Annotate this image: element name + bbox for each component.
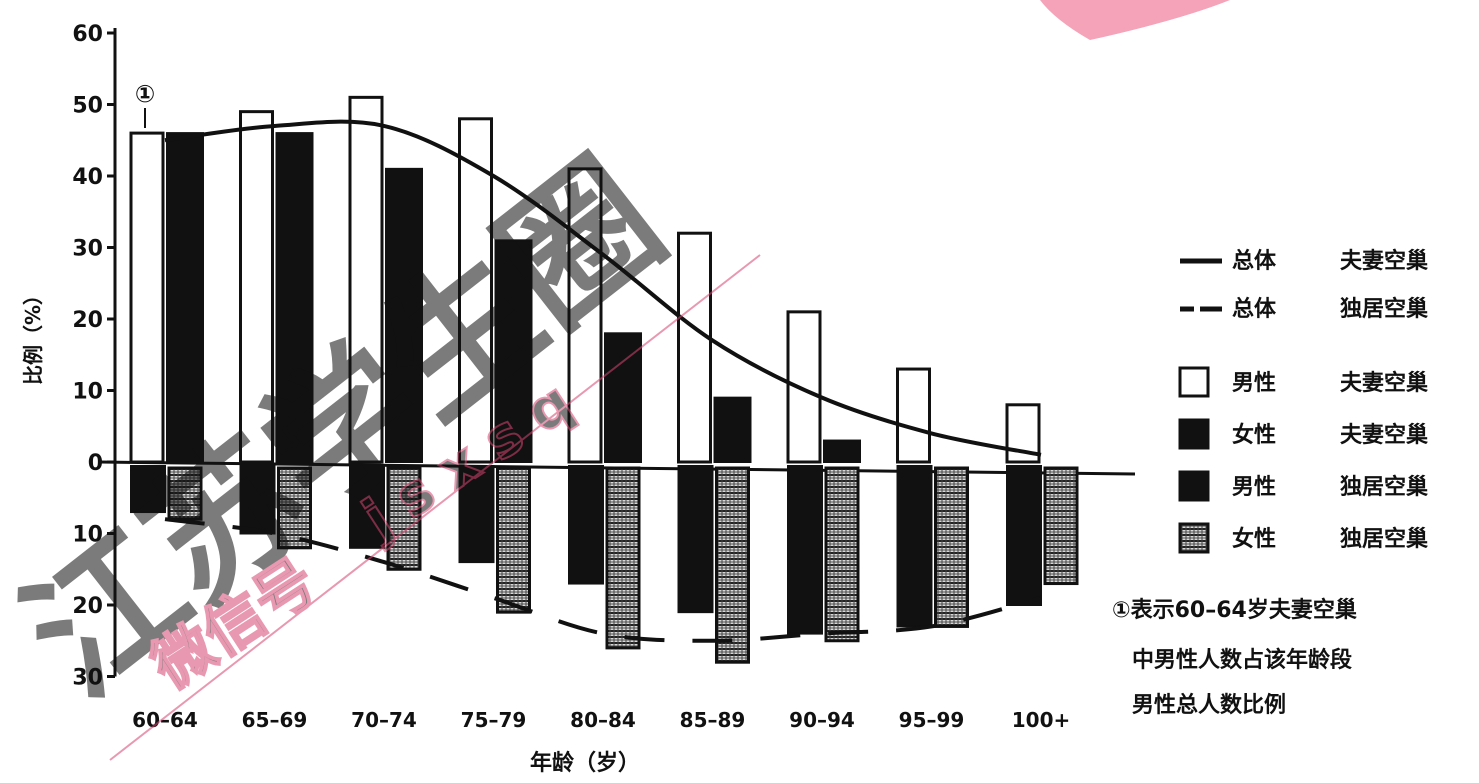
bar-female-alone	[1043, 466, 1079, 586]
legend-series-label: 独居空巢	[1340, 526, 1428, 552]
annotation-marker: ①	[135, 80, 155, 108]
line-total-couple	[164, 119, 1042, 457]
bar-female-couple	[713, 396, 752, 463]
x-tick-label: 65–69	[242, 708, 308, 732]
y-axis-title: 比例（%）	[21, 285, 45, 385]
bar-male-alone	[787, 465, 823, 635]
bar-male-couple	[458, 117, 493, 464]
bar-female-alone	[824, 466, 860, 643]
y-tick-label: 50	[72, 94, 103, 119]
legend-group-label: 女性	[1232, 526, 1276, 552]
y-tick-label: 30	[72, 666, 103, 691]
y-tick-label: 10	[72, 523, 103, 548]
legend-series-label: 夫妻空巢	[1340, 248, 1428, 274]
y-tick-label: 20	[72, 308, 103, 333]
bar-female-couple	[823, 439, 861, 463]
tick-labels: 60 50 40 30 20 10 0 10 20 30 60–64 65–69 70–74 75–79 8…	[72, 22, 1070, 732]
bar-female-couple	[385, 167, 423, 463]
bar-male-alone	[896, 465, 933, 628]
y-tick-label: 20	[72, 594, 103, 619]
x-axis-title: 年龄（岁）	[530, 750, 640, 776]
legend-group-label: 女性	[1232, 422, 1276, 448]
x-tick-label: 100+	[1012, 708, 1071, 732]
bar-male-couple	[348, 95, 384, 464]
bar-female-alone	[715, 466, 750, 664]
legend-series-label: 独居空巢	[1340, 474, 1428, 500]
bar-female-couple	[604, 332, 642, 463]
legend-symbol-box	[1178, 522, 1210, 554]
bar-female-couple	[275, 132, 314, 463]
bar-male-alone	[568, 465, 604, 585]
annotation-line-1: ①表示60–64岁夫妻空巢	[1112, 597, 1357, 623]
y-tick-label: 30	[72, 237, 103, 262]
y-tick-label: 10	[72, 380, 103, 405]
y-tick-label: 40	[72, 165, 103, 190]
legend-group-label: 总体	[1232, 296, 1277, 322]
legend-group-label: 总体	[1232, 248, 1277, 274]
bar-male-couple	[896, 367, 931, 464]
bar-female-couple	[494, 239, 533, 463]
y-tick-label: 60	[72, 22, 103, 47]
x-tick-label: 95–99	[899, 708, 965, 732]
x-tick-label: 90–94	[789, 708, 855, 732]
annotation-line-2: 中男性人数占该年龄段	[1132, 647, 1352, 673]
bar-male-couple	[677, 231, 712, 464]
series-lines	[164, 119, 1042, 643]
annotation-note: ①表示60–64岁夫妻空巢 中男性人数占该年龄段 男性总人数比例	[1112, 597, 1357, 718]
x-tick-label: 70–74	[351, 708, 417, 732]
legend-symbol-box	[1178, 366, 1210, 398]
x-tick-label: 75–79	[461, 708, 527, 732]
annotation-line-3: 男性总人数比例	[1132, 692, 1286, 718]
bar-male-alone	[1006, 465, 1042, 606]
bar-male-couple	[567, 167, 603, 464]
legend-group-label: 男性	[1232, 475, 1276, 500]
legend-series-label: 夫妻空巢	[1340, 422, 1428, 448]
bar-female-alone	[277, 466, 312, 550]
x-tick-label: 60–64	[132, 708, 198, 732]
bar-male-couple	[786, 310, 822, 464]
bar-male-alone	[130, 465, 166, 514]
bar-male-alone	[458, 465, 495, 564]
x-tick-label: 85–89	[680, 708, 746, 732]
bar-male-couple	[129, 131, 165, 464]
bar-female-alone	[496, 466, 531, 614]
legend-symbol-box	[1178, 418, 1210, 450]
bars	[129, 95, 1079, 664]
bar-male-alone	[239, 465, 276, 535]
bar-male-alone	[349, 465, 385, 549]
watermark-rule	[109, 254, 761, 761]
line-total-alone	[164, 517, 1042, 643]
y-tick-label: 0	[88, 451, 103, 476]
bar-female-alone	[934, 466, 969, 628]
x-tick-label: 80–84	[570, 708, 636, 732]
legend-symbol-box	[1178, 470, 1210, 502]
bar-female-couple	[166, 132, 204, 463]
legend-series-label: 夫妻空巢	[1340, 370, 1428, 396]
bar-female-alone	[167, 466, 203, 521]
watermark-blob	[1040, 0, 1230, 40]
bar-female-alone	[605, 466, 641, 650]
legend-series-label: 独居空巢	[1340, 296, 1428, 322]
bar-male-alone	[677, 465, 714, 614]
bar-male-couple	[239, 110, 274, 464]
legend-group-label: 男性	[1232, 371, 1276, 396]
